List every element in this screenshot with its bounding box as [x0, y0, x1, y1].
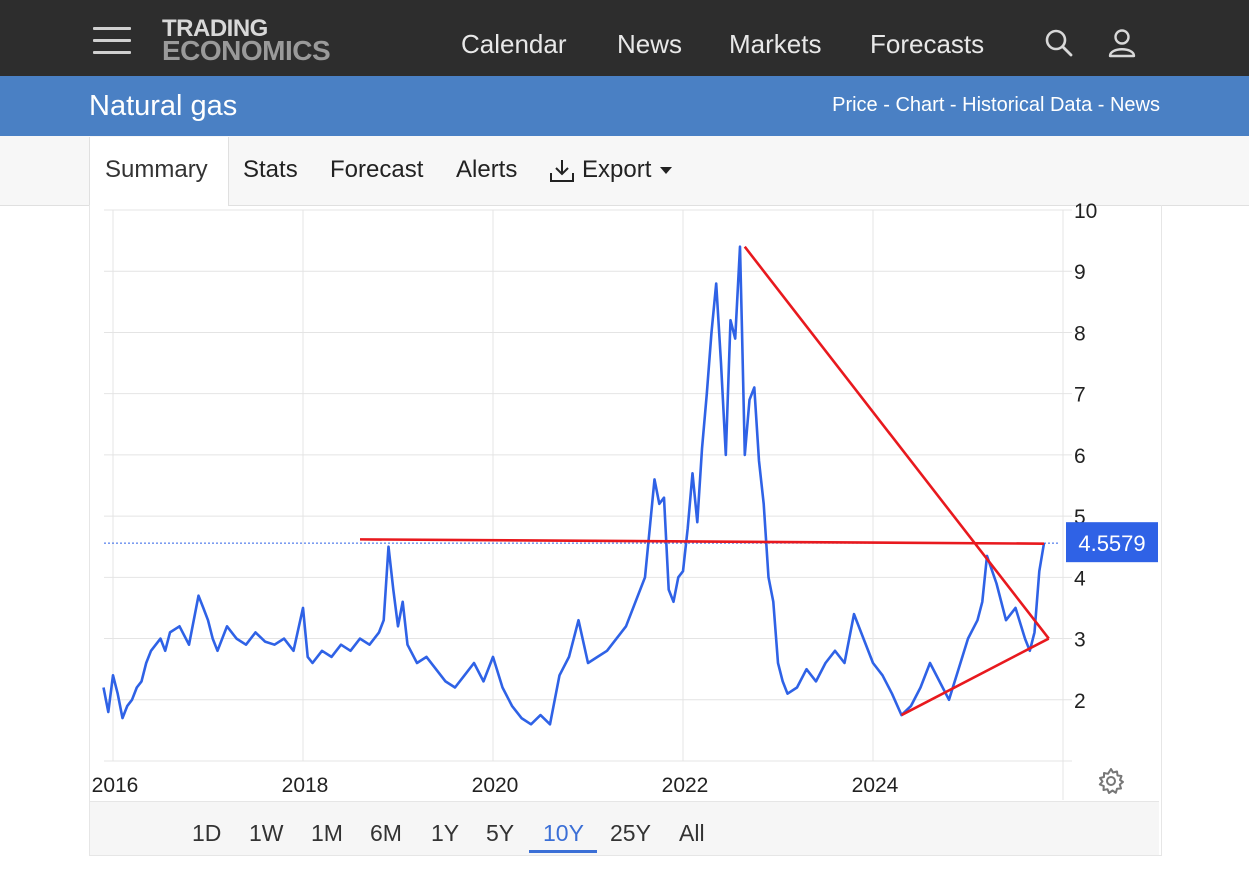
menu-icon[interactable]	[93, 27, 131, 55]
separator: -	[1092, 94, 1110, 116]
logo-line-2: ECONOMICS	[162, 35, 331, 66]
link-chart[interactable]: Chart	[895, 94, 945, 116]
x-tick-label: 2016	[92, 774, 139, 797]
y-tick-label: 8	[1074, 322, 1086, 345]
download-icon[interactable]	[548, 158, 576, 184]
x-tick-label: 2024	[852, 774, 899, 797]
nav-calendar[interactable]: Calendar	[461, 29, 567, 59]
x-tick-label: 2022	[662, 774, 709, 797]
top-navigation-bar	[0, 0, 1249, 76]
search-icon[interactable]	[1043, 27, 1075, 59]
y-tick-label: 2	[1074, 690, 1086, 713]
tab-forecast[interactable]: Forecast	[330, 156, 424, 183]
trendline	[359, 538, 1045, 545]
y-tick-label: 3	[1074, 629, 1086, 652]
y-tick-label: 4	[1074, 567, 1086, 590]
link-price[interactable]: Price	[832, 94, 878, 116]
sub-navigation: Price - Chart - Historical Data - News	[832, 94, 1160, 117]
separator: -	[877, 94, 896, 116]
tab-alerts[interactable]: Alerts	[456, 156, 518, 183]
range-6m[interactable]: 6M	[370, 820, 402, 846]
price-badge-box	[1066, 522, 1158, 563]
link-news[interactable]: News	[1109, 94, 1160, 116]
series-line	[102, 245, 1046, 726]
title-bar	[0, 76, 1249, 136]
y-tick-label: 6	[1074, 445, 1086, 468]
logo-line-1: TRADING	[162, 15, 268, 42]
range-5y[interactable]: 5Y	[486, 820, 515, 846]
link-historical-data[interactable]: Historical Data	[962, 94, 1093, 116]
x-tick-label: 2018	[282, 774, 329, 797]
range-all[interactable]: All	[679, 820, 705, 846]
tab-summary-background	[89, 137, 229, 206]
y-tick-label: 10	[1074, 200, 1097, 223]
nav-news[interactable]: News	[617, 29, 683, 59]
x-tick-label: 2020	[472, 774, 519, 797]
y-axis-ticks: 2 3 4 5 6 7 8 9 10	[1074, 200, 1097, 713]
separator: -	[944, 94, 963, 116]
chart-grid	[104, 209, 1072, 800]
page-title: Natural gas	[89, 90, 238, 122]
tab-stats[interactable]: Stats	[243, 156, 298, 183]
range-1w[interactable]: 1W	[249, 820, 284, 846]
range-1y[interactable]: 1Y	[431, 820, 460, 846]
last-price-badge: 4.5579	[1066, 522, 1158, 563]
y-tick-label: 7	[1074, 384, 1086, 407]
trendlines	[359, 245, 1050, 717]
nav-forecasts[interactable]: Forecasts	[870, 29, 985, 59]
nav-markets[interactable]: Markets	[729, 29, 822, 59]
trading-economics-logo[interactable]: TRADING ECONOMICS	[162, 15, 331, 66]
y-tick-label: 9	[1074, 261, 1086, 284]
active-range-indicator	[529, 850, 597, 853]
trendline	[743, 245, 1050, 640]
caret-down-icon[interactable]	[659, 166, 673, 176]
gear-icon[interactable]	[1097, 767, 1125, 795]
price-series	[102, 245, 1046, 726]
y-tick-label: 5	[1074, 506, 1086, 529]
tab-export[interactable]: Export	[582, 156, 652, 183]
range-25y[interactable]: 25Y	[610, 820, 651, 846]
range-1d[interactable]: 1D	[192, 820, 222, 846]
x-axis-ticks: 2016 2018 2020 2022 2024	[92, 774, 899, 797]
range-selector-bar	[90, 801, 1159, 855]
range-10y[interactable]: 10Y	[543, 820, 584, 846]
chart-container	[89, 205, 1162, 856]
user-icon[interactable]	[1106, 27, 1138, 59]
trendline	[900, 637, 1050, 717]
tab-summary[interactable]: Summary	[105, 156, 208, 183]
price-badge-label: 4.5579	[1078, 531, 1145, 556]
range-1m[interactable]: 1M	[311, 820, 343, 846]
